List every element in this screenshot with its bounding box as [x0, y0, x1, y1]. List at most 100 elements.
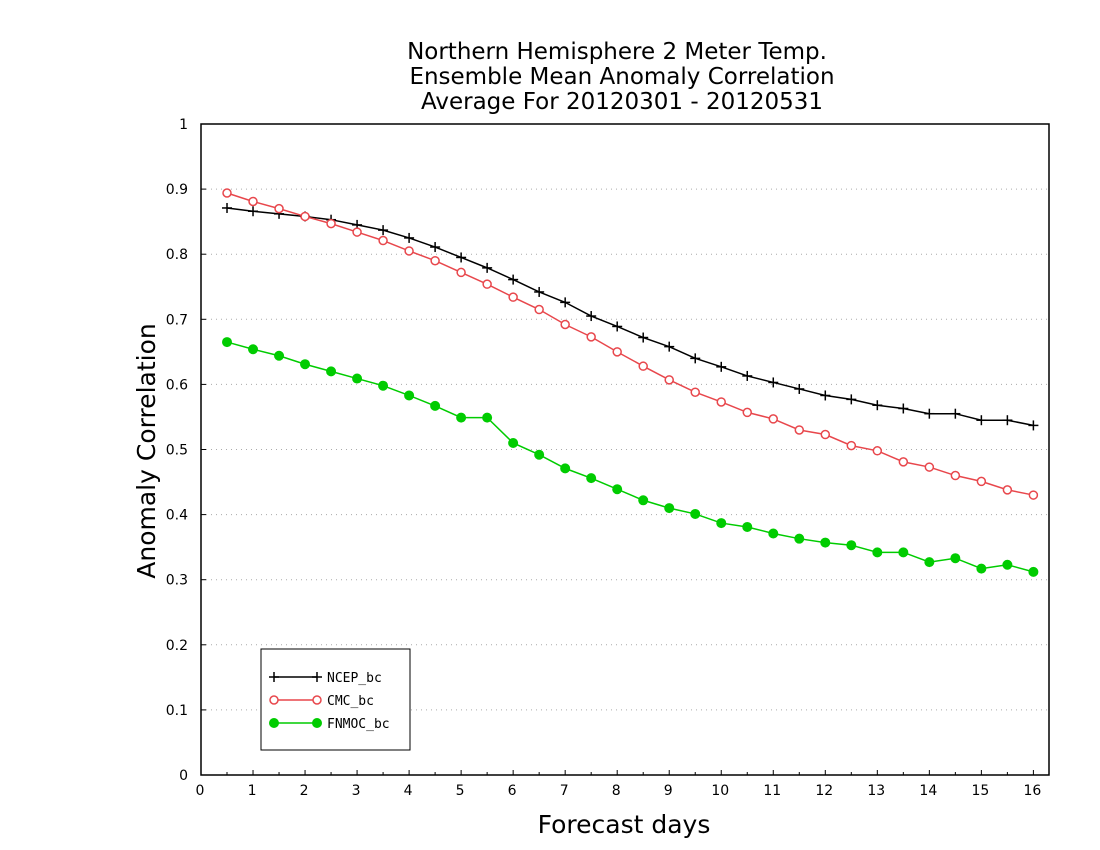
y-axis: 0 0.1 0.2 0.3 0.4 0.5 0.6 0.7 0.8 0.9 1: [166, 117, 206, 784]
data-point-open-circle: [1002, 485, 1013, 495]
data-point-plus: [534, 286, 545, 297]
data-point-plus: [378, 225, 389, 236]
data-point-open-circle: [976, 476, 987, 487]
data-point-filled-circle: [1002, 559, 1013, 570]
data-point-open-circle: [534, 304, 544, 315]
chart-title-line-3: Average For 20120301 - 20120531: [421, 89, 823, 115]
data-point-open-circle: [482, 279, 492, 289]
x-tick-label: 7: [560, 783, 569, 799]
series-layer: [222, 188, 1039, 577]
y-tick-label: 0.9: [166, 182, 188, 198]
y-tick-label: 0.4: [166, 508, 188, 524]
data-point-open-circle: [269, 695, 279, 705]
x-tick-label: 8: [612, 783, 621, 799]
x-axis-title: Forecast days: [538, 810, 711, 839]
data-point-filled-circle: [269, 718, 279, 728]
data-point-plus: [638, 332, 649, 343]
data-point-filled-circle: [326, 366, 337, 377]
chart-title: Northern Hemisphere 2 Meter Temp. Ensemb…: [407, 39, 834, 115]
legend-label: FNMOC_bc: [327, 717, 390, 732]
data-point-open-circle: [638, 361, 648, 371]
series-fnmoc-bc: [222, 337, 1039, 577]
data-point-plus: [586, 311, 597, 322]
legend: NCEP_bc CMC_bc FNMOC_bc: [260, 648, 411, 751]
data-point-filled-circle: [430, 400, 441, 411]
data-point-filled-circle: [300, 359, 311, 370]
data-point-filled-circle: [248, 344, 259, 355]
series-cmc-bc: [222, 188, 1039, 500]
data-point-filled-circle: [768, 528, 779, 539]
data-point-plus: [222, 202, 233, 213]
x-tick-label: 5: [456, 783, 465, 799]
y-axis-title: Anomaly Correlation: [132, 323, 161, 578]
y-tick-label: 0: [179, 768, 188, 784]
x-tick-label: 12: [815, 783, 833, 799]
x-tick-label: 0: [196, 783, 205, 799]
legend-label: NCEP_bc: [327, 671, 382, 686]
data-point-filled-circle: [638, 495, 649, 506]
x-tick-label: 11: [763, 783, 781, 799]
series-line-cmc-bc: [226, 192, 1034, 496]
data-point-open-circle: [222, 188, 232, 198]
data-point-filled-circle: [716, 518, 727, 529]
grid-lines: [201, 188, 1049, 711]
data-point-filled-circle: [872, 547, 883, 558]
data-point-plus: [820, 390, 831, 401]
data-point-plus: [482, 262, 493, 273]
data-point-filled-circle: [976, 563, 987, 574]
x-tick-label: 13: [867, 783, 885, 799]
data-point-open-circle: [768, 414, 779, 424]
data-point-plus: [560, 297, 571, 308]
series-line-fnmoc-bc: [226, 341, 1034, 573]
data-point-open-circle: [820, 429, 831, 440]
data-point-open-circle: [508, 292, 518, 302]
data-point-filled-circle: [924, 557, 935, 568]
x-tick-label: 1: [248, 783, 257, 799]
data-point-open-circle: [924, 462, 935, 472]
data-point-filled-circle: [846, 540, 857, 551]
chart-title-line-2: Ensemble Mean Anomaly Correlation: [409, 64, 834, 90]
data-point-plus: [976, 415, 987, 426]
data-point-open-circle: [716, 397, 726, 407]
data-point-open-circle: [326, 218, 336, 229]
data-point-open-circle: [404, 246, 414, 256]
data-point-open-circle: [950, 470, 961, 481]
x-tick-label: 6: [508, 783, 517, 799]
data-point-filled-circle: [560, 463, 571, 474]
data-point-open-circle: [1028, 490, 1039, 500]
data-point-plus: [794, 383, 805, 394]
chart-title-line-1: Northern Hemisphere 2 Meter Temp.: [407, 39, 827, 65]
data-point-filled-circle: [820, 537, 831, 548]
data-point-open-circle: [378, 235, 388, 246]
x-tick-label: 9: [664, 783, 673, 799]
x-tick-label: 14: [919, 783, 937, 799]
data-point-filled-circle: [482, 412, 493, 423]
x-tick-label: 4: [404, 783, 413, 799]
data-point-filled-circle: [534, 449, 545, 460]
data-point-plus: [430, 242, 441, 253]
data-point-open-circle: [560, 319, 570, 330]
data-point-open-circle: [312, 695, 322, 705]
data-point-filled-circle: [508, 437, 519, 448]
x-tick-label: 16: [1023, 783, 1041, 799]
data-point-filled-circle: [898, 547, 909, 558]
data-point-filled-circle: [794, 533, 805, 544]
x-tick-label: 15: [971, 783, 989, 799]
legend-item-fnmoc-bc: FNMOC_bc: [269, 717, 390, 732]
data-point-filled-circle: [586, 473, 597, 484]
data-point-filled-circle: [404, 390, 415, 401]
y-tick-label: 0.7: [166, 312, 188, 328]
series-line-ncep-bc: [226, 207, 1034, 427]
data-point-open-circle: [690, 387, 700, 397]
data-point-filled-circle: [456, 412, 467, 423]
data-point-open-circle: [456, 267, 466, 278]
y-tick-label: 0.6: [166, 377, 188, 393]
data-point-open-circle: [872, 446, 883, 456]
data-point-open-circle: [742, 407, 753, 418]
data-point-plus: [716, 361, 727, 372]
data-point-open-circle: [898, 457, 909, 467]
series-ncep-bc: [222, 202, 1039, 431]
data-point-plus: [690, 353, 701, 364]
data-point-filled-circle: [612, 484, 623, 495]
